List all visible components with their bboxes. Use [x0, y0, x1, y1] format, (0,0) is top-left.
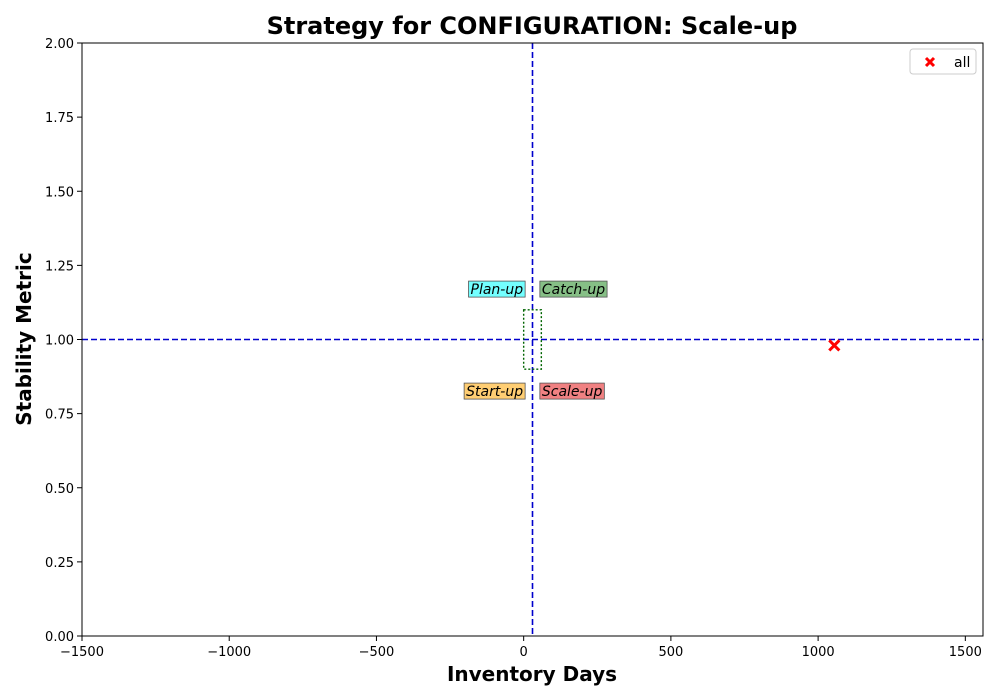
legend: all — [909, 48, 977, 75]
svg-text:Catch-up: Catch-up — [542, 282, 605, 298]
x-tick-label: 0 — [520, 645, 528, 660]
legend-marker — [924, 56, 936, 68]
x-tick-label: 1000 — [802, 645, 835, 660]
x-tick-label: 500 — [658, 645, 683, 660]
svg-text:Plan-up: Plan-up — [471, 282, 524, 298]
svg-text:Scale-up: Scale-up — [542, 384, 603, 400]
y-tick-label: 2.00 — [45, 37, 74, 52]
quadrant-label: Catch-up — [539, 280, 608, 298]
target-box — [522, 309, 543, 370]
x-tick-label: −500 — [359, 645, 395, 660]
y-tick-label: 0.50 — [45, 482, 74, 497]
x-tick-label: −1500 — [60, 645, 104, 660]
y-axis-label: Stability Metric — [12, 252, 36, 426]
y-tick-label: 1.50 — [45, 185, 74, 200]
x-axis-label: Inventory Days — [447, 662, 617, 686]
y-tick-label: 1.25 — [45, 259, 74, 274]
legend-entry: all — [954, 55, 970, 71]
legend-box — [909, 48, 977, 75]
svg-text:Start-up: Start-up — [466, 384, 523, 400]
data-point — [828, 339, 841, 352]
y-tick-label: 0.25 — [45, 556, 74, 571]
y-tick-label: 0.75 — [45, 408, 74, 423]
quadrant-label: Plan-up — [468, 280, 526, 298]
quadrant-label: Scale-up — [539, 382, 605, 400]
y-tick-label: 1.00 — [45, 334, 74, 349]
chart-title: Strategy for CONFIGURATION: Scale-up — [267, 12, 798, 40]
y-tick-label: 1.75 — [45, 111, 74, 126]
quadrant-label: Start-up — [463, 382, 526, 400]
x-tick-label: 1500 — [949, 645, 982, 660]
y-tick-label: 0.00 — [45, 630, 74, 645]
x-tick-label: −1000 — [207, 645, 251, 660]
